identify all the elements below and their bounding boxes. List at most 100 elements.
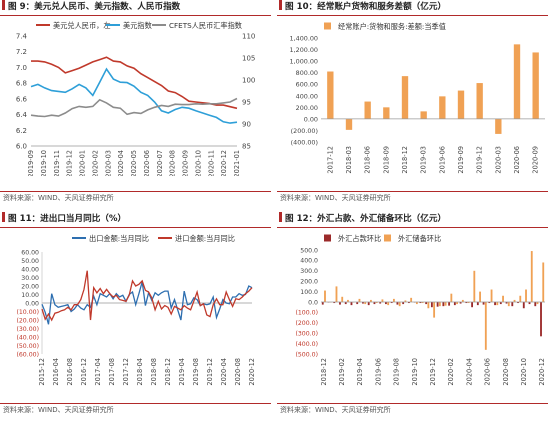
y-tick-label-right: 95 xyxy=(242,99,251,107)
bar xyxy=(381,299,384,302)
x-tick-label: 2020-03 xyxy=(104,150,112,176)
bar xyxy=(519,295,522,302)
bar xyxy=(436,302,439,307)
bar xyxy=(459,302,462,304)
x-tick-label: 2015-12 xyxy=(38,358,46,386)
bar xyxy=(370,299,372,302)
source-note: 资料来源：WIND、天风证券研究所 xyxy=(280,406,391,414)
y-tick-label-left: 6.0 xyxy=(16,143,27,151)
bar xyxy=(439,96,446,119)
bar xyxy=(433,302,436,318)
y-tick-label: (300.0) xyxy=(295,331,318,338)
bar xyxy=(396,302,399,305)
y-tick-label: 200.00 xyxy=(296,104,318,112)
bar xyxy=(517,302,519,304)
y-tick-label-left: 6.2 xyxy=(16,127,27,135)
chart-3-svg: (60.00)(50.00) (40.00)(30.00) (20.00)(10.0… xyxy=(16,234,256,386)
bar xyxy=(484,302,487,350)
legend-label: CFETS人民币汇率指数 xyxy=(169,21,242,30)
y-tick-label: (400.0) xyxy=(295,341,318,348)
bar xyxy=(532,52,539,119)
bar xyxy=(392,298,395,302)
bar xyxy=(507,302,510,307)
chart-1-svg: 6.0 6.2 6.4 6.6 6.8 7.0 7.2 7.4 85 90 95 100 105 110 2… xyxy=(16,21,256,176)
legend-label: 外汇占款环比 xyxy=(338,234,381,243)
bar xyxy=(415,302,418,305)
bar xyxy=(479,291,481,302)
x-tick-label: 2016-08 xyxy=(66,358,74,386)
y-tick-label: 400.00 xyxy=(296,92,318,100)
chart-panel-1: 图 9：美元兑人民币、美元指数、人民币指数 6.0 6.2 6.4 6.6 6.8 7.0… xyxy=(0,0,273,212)
legend-label: 美元指数 xyxy=(123,21,152,30)
bar xyxy=(442,302,445,307)
bar xyxy=(419,302,422,304)
y-tick-label: 40.00 xyxy=(21,266,39,273)
bar xyxy=(502,295,504,302)
bar xyxy=(488,302,491,304)
bar xyxy=(430,302,433,308)
y-tick-label: 300.0 xyxy=(300,268,318,275)
x-tick-label: 2019-12 xyxy=(206,358,214,386)
x-tick-label: 2020-08 xyxy=(234,358,242,386)
y-tick-label: 0.0 xyxy=(308,299,318,306)
x-tick-label: 2020-04 xyxy=(220,358,228,386)
x-tick-label: 2019-12 xyxy=(66,150,74,176)
x-tick-label: 2018-12 xyxy=(320,358,328,386)
y-tick-label: (40.00) xyxy=(16,334,39,341)
bar xyxy=(339,302,341,305)
series-line xyxy=(41,281,253,325)
legend-label: 美元兑人民币，左 xyxy=(53,21,111,30)
bar xyxy=(341,296,344,302)
x-tick-label: 2017-04 xyxy=(94,358,102,386)
y-tick-label: (200.0) xyxy=(295,320,318,327)
y-tick-label: 400.0 xyxy=(300,258,318,265)
x-tick-label: 2020-05 xyxy=(130,150,138,176)
y-tick-label: 20.00 xyxy=(21,283,39,290)
chart-title: 图 11：进出口当月同比（%） xyxy=(0,212,271,228)
y-tick-label: 0.00 xyxy=(25,300,39,307)
legend-label: 进口金额:当月同比 xyxy=(175,234,235,243)
y-tick-label-right: 100 xyxy=(242,77,255,85)
bar xyxy=(402,302,405,305)
chart-title: 图 12：外汇占款、外汇储备环比（亿元） xyxy=(277,212,548,228)
y-tick-label: 0.00 xyxy=(304,115,318,123)
series-line xyxy=(41,270,253,322)
bar xyxy=(450,293,453,302)
y-tick-label: 1,200.00 xyxy=(290,46,318,54)
x-tick-label: 2018-06 xyxy=(364,146,372,174)
bar xyxy=(324,290,326,302)
bar xyxy=(536,302,539,305)
x-tick-label: 2019-12 xyxy=(429,358,437,386)
bar xyxy=(540,302,542,337)
legend-label: 外汇储备环比 xyxy=(398,234,441,243)
x-tick-label: 2020-01 xyxy=(79,150,87,176)
bar xyxy=(385,302,387,305)
y-tick-label-left: 7.0 xyxy=(16,64,27,72)
bar xyxy=(427,302,430,309)
x-tick-label: 2020-12 xyxy=(220,150,228,176)
y-tick-label: 200.0 xyxy=(300,279,318,286)
bar xyxy=(364,101,371,119)
x-tick-label: 2018-12 xyxy=(401,146,409,174)
x-tick-label: 2019-02 xyxy=(338,358,346,386)
legend-label: 出口金额:当月同比 xyxy=(89,234,149,243)
chart-4-svg: (500.0) (400.0) (300.0) (200.0) (100.0) 0.0 10… xyxy=(295,234,546,386)
bar xyxy=(390,302,393,304)
y-tick-label: 10.00 xyxy=(21,292,39,299)
bar xyxy=(335,286,338,302)
y-tick-label-right: 105 xyxy=(242,55,255,63)
bar xyxy=(375,302,378,304)
bar xyxy=(528,302,531,305)
bar xyxy=(383,107,390,119)
x-tick-label: 2016-04 xyxy=(52,358,60,386)
y-tick-label: 500.0 xyxy=(300,247,318,254)
x-tick-label: 2019-10 xyxy=(411,358,419,386)
bar xyxy=(465,302,468,304)
bar xyxy=(513,44,521,119)
y-tick-label: 800.00 xyxy=(296,69,318,77)
y-tick-label: 60.00 xyxy=(21,249,39,256)
bar xyxy=(453,302,456,306)
x-tick-label: 2021-01 xyxy=(233,150,241,176)
bar xyxy=(347,299,349,302)
y-tick-label: (100.0) xyxy=(295,310,318,317)
